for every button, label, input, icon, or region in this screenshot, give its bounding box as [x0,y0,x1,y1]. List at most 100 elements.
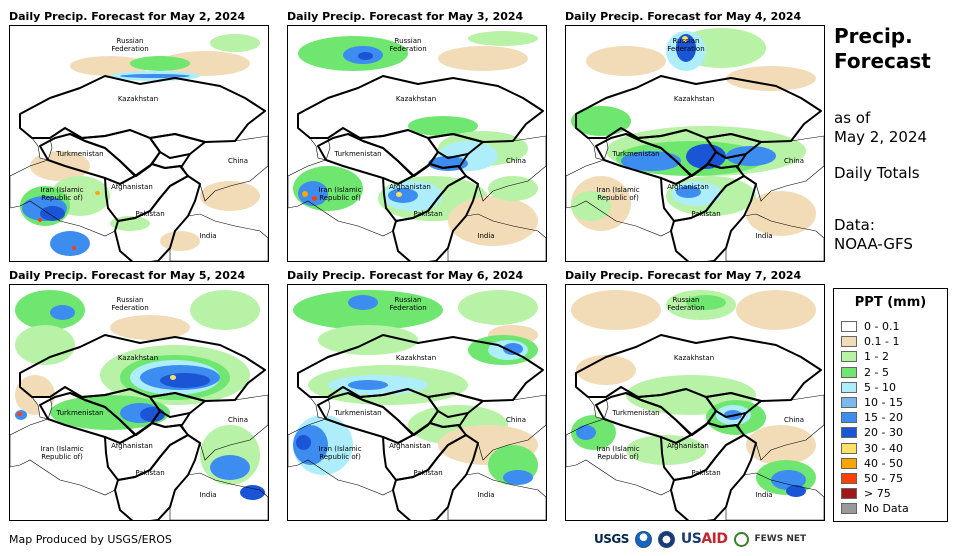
map-label-turkmenistan: Turkmenistan [333,150,381,158]
precip-area [15,325,75,365]
precip-area [293,290,443,330]
map-may-3: Russian Federation Kazakhstan Turkmenistan C… [287,25,547,262]
usaid-logo: USAID [680,531,728,547]
map-label-russia-line2: Federation [111,45,148,53]
data-source-block: Data: NOAA-GFS [834,216,913,254]
precip-area [130,56,190,71]
precip-area [746,425,816,465]
region-border-pak [670,434,757,520]
precip-area [110,315,190,340]
precip-area [686,144,726,169]
data-source-label: Data: [834,216,875,234]
precip-area [682,36,688,42]
region-border-pak [114,175,201,261]
map-label-iran-line1: Iran (Islamic [318,186,361,194]
legend-item: 5 - 10 [841,381,896,394]
precip-area [50,305,75,320]
map-label-russia-line1: Russian [117,296,144,304]
map-label-kazakhstan: Kazakhstan [674,354,714,362]
panel-title: Daily Precip. Forecast for May 6, 2024 [287,269,524,282]
map-label-pakistan: Pakistan [691,469,720,477]
precip-area [571,191,611,221]
map-label-india: India [199,491,216,499]
map-label-iran-line2: Republic of) [597,453,639,461]
precip-area [298,181,328,206]
precip-area [576,355,636,385]
precip-area [160,51,250,76]
usgs-logo: USGS [594,532,629,546]
legend-swatch [841,412,857,424]
map-label-kazakhstan: Kazakhstan [674,95,714,103]
legend-item: 20 - 30 [841,426,903,439]
region-border-kaz [575,334,822,402]
as-of-date: May 2, 2024 [834,128,928,146]
precip-area [15,290,85,330]
legend-swatch [841,381,857,393]
fews-net-logo: FEWS NET [754,534,807,544]
legend-label: 50 - 75 [864,472,903,485]
legend-swatch [841,336,857,348]
legend-label: 0.1 - 1 [864,335,900,349]
precip-area [771,470,806,490]
map-label-russia-line2: Federation [111,304,148,312]
legend-swatch [841,442,857,454]
map-label-iran-line2: Republic of) [41,453,83,461]
map-label-afghanistan: Afghanistan [111,442,153,450]
map-label-afghanistan: Afghanistan [667,442,709,450]
map-label-afghanistan: Afghanistan [389,442,431,450]
map-label-china: China [506,157,526,165]
precip-area [576,425,596,440]
precip-area [676,34,696,62]
precip-area [190,290,260,330]
legend-item: 50 - 75 [841,472,903,485]
region-border-kyrtaj [149,133,206,169]
legend-item: 0 - 0.1 [841,320,899,333]
legend-item: 30 - 40 [841,442,903,455]
credit-text: Map Produced by USGS/EROS [9,533,172,546]
precip-area [686,295,726,310]
precip-area [95,191,100,195]
map-label-pakistan: Pakistan [413,469,442,477]
map-label-russia-line2: Federation [667,45,704,53]
data-source-value: NOAA-GFS [834,235,913,253]
legend-label: 40 - 50 [864,456,903,470]
map-label-india: India [755,232,772,240]
legend-label: 20 - 30 [864,426,903,440]
precip-area [140,407,165,422]
map-label-kazakhstan: Kazakhstan [118,354,158,362]
map-label-china: China [506,416,526,424]
precip-area [571,290,661,330]
map-label-turkmenistan: Turkmenistan [611,150,659,158]
precip-area [72,246,76,250]
map-label-china: China [784,416,804,424]
map-label-china: China [228,416,248,424]
precip-area [200,181,260,211]
legend-swatch [841,366,857,378]
precip-area [438,46,528,71]
precip-area [408,116,478,136]
precip-area [50,231,90,256]
precip-area [736,290,816,330]
precip-area [240,485,265,500]
daily-totals-label: Daily Totals [834,164,920,182]
side-title-line2: Forecast [834,49,931,73]
legend-swatch [841,457,857,469]
legend-swatch [841,503,857,515]
precip-area [70,56,150,76]
map-label-russia-line1: Russian [395,296,422,304]
legend-swatch [841,488,857,500]
precip-area [312,196,317,201]
map-label-russia-line2: Federation [667,304,704,312]
precip-area [296,435,311,450]
legend-item: 1 - 2 [841,350,889,363]
legend-item: > 75 [841,487,891,500]
precip-area [586,46,666,76]
map-may-4: Russian Federation Kazakhstan Turkmenistan C… [565,25,825,262]
panel-title: Daily Precip. Forecast for May 2, 2024 [9,10,246,23]
map-label-russia-line2: Federation [389,304,426,312]
precip-area [348,380,388,390]
